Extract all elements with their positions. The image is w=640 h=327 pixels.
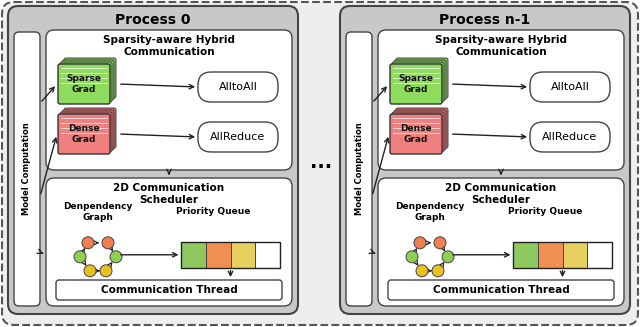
FancyBboxPatch shape — [394, 60, 446, 100]
Text: ...: ... — [310, 153, 332, 173]
Text: Model Computation: Model Computation — [22, 123, 31, 215]
Text: Communication Thread: Communication Thread — [433, 285, 570, 295]
FancyBboxPatch shape — [46, 178, 292, 306]
Text: AllReduce: AllReduce — [542, 132, 598, 142]
Circle shape — [74, 251, 86, 263]
Bar — [181, 242, 206, 268]
Text: Sparsity-aware Hybrid
Communication: Sparsity-aware Hybrid Communication — [103, 35, 235, 57]
Text: Priority Queue: Priority Queue — [508, 208, 582, 216]
Bar — [230, 242, 255, 268]
FancyBboxPatch shape — [530, 122, 610, 152]
Text: Dense
Grad: Dense Grad — [68, 124, 100, 144]
Text: Priority Queue: Priority Queue — [176, 208, 250, 216]
FancyBboxPatch shape — [396, 108, 448, 148]
Text: Sparse
Grad: Sparse Grad — [67, 74, 102, 94]
Bar — [513, 242, 538, 268]
FancyBboxPatch shape — [60, 62, 112, 102]
Text: Denpendency
Graph: Denpendency Graph — [63, 202, 132, 222]
Circle shape — [100, 265, 112, 277]
FancyBboxPatch shape — [390, 64, 442, 104]
FancyBboxPatch shape — [46, 30, 292, 170]
FancyBboxPatch shape — [64, 108, 116, 148]
Text: Communication Thread: Communication Thread — [100, 285, 237, 295]
Circle shape — [432, 265, 444, 277]
Circle shape — [84, 265, 96, 277]
Text: Model Computation: Model Computation — [355, 123, 364, 215]
Circle shape — [110, 251, 122, 263]
Text: AllReduce: AllReduce — [211, 132, 266, 142]
FancyBboxPatch shape — [530, 72, 610, 102]
Circle shape — [442, 251, 454, 263]
Text: 2D Communication
Scheduler: 2D Communication Scheduler — [445, 183, 557, 205]
Text: AlltoAll: AlltoAll — [550, 82, 589, 92]
Circle shape — [414, 237, 426, 249]
Text: Dense
Grad: Dense Grad — [400, 124, 432, 144]
FancyBboxPatch shape — [56, 280, 282, 300]
FancyBboxPatch shape — [62, 110, 114, 150]
Bar — [181, 242, 280, 268]
Bar — [587, 242, 612, 268]
FancyBboxPatch shape — [14, 32, 40, 306]
Bar — [513, 242, 612, 268]
Text: Process 0: Process 0 — [115, 13, 191, 27]
FancyBboxPatch shape — [388, 280, 614, 300]
Bar — [563, 242, 587, 268]
FancyBboxPatch shape — [392, 62, 444, 102]
FancyBboxPatch shape — [60, 112, 112, 152]
Bar — [255, 242, 280, 268]
FancyBboxPatch shape — [198, 72, 278, 102]
FancyBboxPatch shape — [396, 58, 448, 98]
FancyBboxPatch shape — [64, 58, 116, 98]
Circle shape — [434, 237, 446, 249]
Circle shape — [416, 265, 428, 277]
Text: 2D Communication
Scheduler: 2D Communication Scheduler — [113, 183, 225, 205]
FancyBboxPatch shape — [378, 30, 624, 170]
FancyBboxPatch shape — [340, 6, 630, 314]
Bar — [206, 242, 230, 268]
Circle shape — [406, 251, 418, 263]
Text: Sparse
Grad: Sparse Grad — [399, 74, 433, 94]
Text: Process n-1: Process n-1 — [440, 13, 531, 27]
FancyBboxPatch shape — [198, 122, 278, 152]
Text: Sparsity-aware Hybrid
Communication: Sparsity-aware Hybrid Communication — [435, 35, 567, 57]
Text: Denpendency
Graph: Denpendency Graph — [396, 202, 465, 222]
Circle shape — [82, 237, 94, 249]
FancyBboxPatch shape — [346, 32, 372, 306]
FancyBboxPatch shape — [58, 64, 110, 104]
Circle shape — [102, 237, 114, 249]
FancyBboxPatch shape — [62, 60, 114, 100]
Text: AlltoAll: AlltoAll — [219, 82, 257, 92]
FancyBboxPatch shape — [390, 114, 442, 154]
Bar — [538, 242, 563, 268]
FancyBboxPatch shape — [394, 110, 446, 150]
FancyBboxPatch shape — [392, 112, 444, 152]
FancyBboxPatch shape — [8, 6, 298, 314]
FancyBboxPatch shape — [58, 114, 110, 154]
FancyBboxPatch shape — [378, 178, 624, 306]
